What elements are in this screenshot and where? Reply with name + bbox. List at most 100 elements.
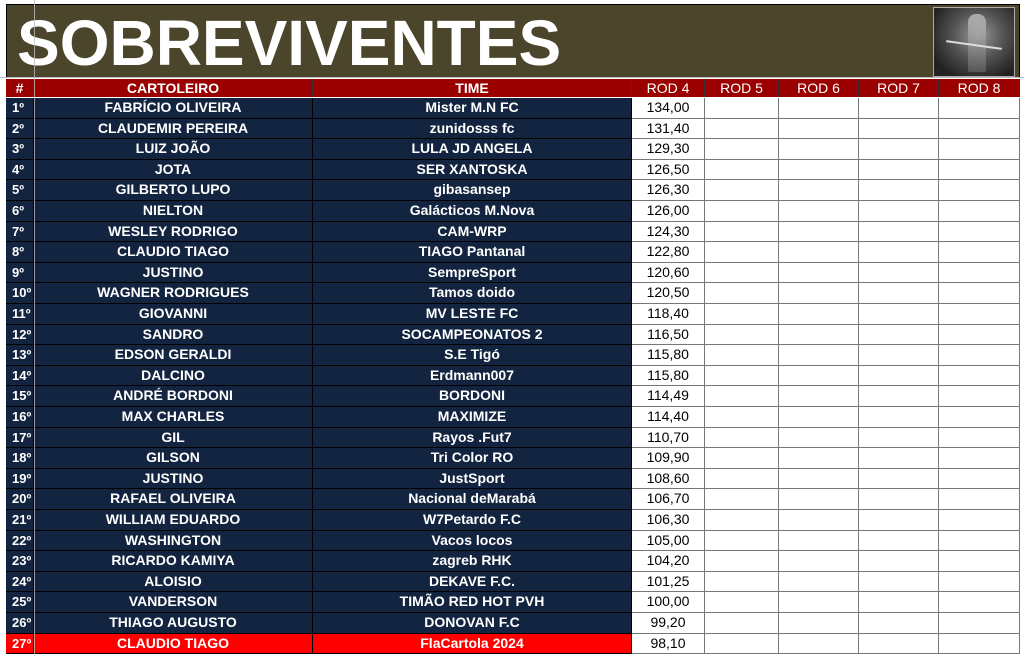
rod-7-cell[interactable]: [859, 118, 939, 140]
rod-4-cell[interactable]: 120,60: [632, 262, 705, 284]
rod-8-cell[interactable]: [939, 304, 1020, 325]
rod-5-cell[interactable]: [705, 407, 779, 428]
rod-7-cell[interactable]: [859, 592, 939, 613]
rod-7-cell[interactable]: [859, 365, 939, 387]
rod-8-cell[interactable]: [939, 98, 1020, 119]
rod-8-cell[interactable]: [939, 510, 1020, 531]
rod-4-cell[interactable]: 104,20: [632, 551, 705, 572]
rod-8-cell[interactable]: [939, 489, 1020, 510]
rod-8-cell[interactable]: [939, 345, 1020, 366]
rod-5-cell[interactable]: [705, 118, 779, 140]
rod-6-cell[interactable]: [779, 592, 859, 613]
rod-6-cell[interactable]: [779, 139, 859, 160]
rod-4-cell[interactable]: 120,50: [632, 283, 705, 304]
rod-5-cell[interactable]: [705, 468, 779, 490]
rod-7-cell[interactable]: [859, 427, 939, 449]
rod-7-cell[interactable]: [859, 551, 939, 572]
rod-7-cell[interactable]: [859, 180, 939, 201]
rod-7-cell[interactable]: [859, 159, 939, 181]
rod-6-cell[interactable]: [779, 221, 859, 243]
rod-4-cell[interactable]: 110,70: [632, 427, 705, 449]
rod-4-cell[interactable]: 114,49: [632, 386, 705, 407]
rod-8-cell[interactable]: [939, 407, 1020, 428]
rod-7-cell[interactable]: [859, 448, 939, 469]
rod-7-cell[interactable]: [859, 324, 939, 346]
rod-7-cell[interactable]: [859, 304, 939, 325]
rod-6-cell[interactable]: [779, 180, 859, 201]
rod-7-cell[interactable]: [859, 489, 939, 510]
rod-4-cell[interactable]: 131,40: [632, 118, 705, 140]
rod-5-cell[interactable]: [705, 304, 779, 325]
rod-5-cell[interactable]: [705, 242, 779, 263]
rod-7-cell[interactable]: [859, 139, 939, 160]
rod-5-cell[interactable]: [705, 592, 779, 613]
rod-8-cell[interactable]: [939, 324, 1020, 346]
rod-8-cell[interactable]: [939, 592, 1020, 613]
rod-4-cell[interactable]: 106,70: [632, 489, 705, 510]
rod-6-cell[interactable]: [779, 633, 859, 655]
rod-5-cell[interactable]: [705, 180, 779, 201]
rod-8-cell[interactable]: [939, 365, 1020, 387]
rod-5-cell[interactable]: [705, 139, 779, 160]
rod-4-cell[interactable]: 109,90: [632, 448, 705, 469]
rod-7-cell[interactable]: [859, 633, 939, 655]
rod-6-cell[interactable]: [779, 386, 859, 407]
rod-6-cell[interactable]: [779, 365, 859, 387]
rod-6-cell[interactable]: [779, 551, 859, 572]
rod-6-cell[interactable]: [779, 407, 859, 428]
rod-4-cell[interactable]: 115,80: [632, 345, 705, 366]
rod-7-cell[interactable]: [859, 98, 939, 119]
rod-5-cell[interactable]: [705, 633, 779, 655]
rod-8-cell[interactable]: [939, 139, 1020, 160]
rod-6-cell[interactable]: [779, 262, 859, 284]
rod-6-cell[interactable]: [779, 571, 859, 593]
rod-6-cell[interactable]: [779, 345, 859, 366]
rod-7-cell[interactable]: [859, 571, 939, 593]
rod-6-cell[interactable]: [779, 324, 859, 346]
rod-6-cell[interactable]: [779, 242, 859, 263]
rod-4-cell[interactable]: 108,60: [632, 468, 705, 490]
rod-4-cell[interactable]: 116,50: [632, 324, 705, 346]
rod-6-cell[interactable]: [779, 283, 859, 304]
rod-5-cell[interactable]: [705, 324, 779, 346]
rod-5-cell[interactable]: [705, 283, 779, 304]
rod-4-cell[interactable]: 101,25: [632, 571, 705, 593]
rod-5-cell[interactable]: [705, 98, 779, 119]
rod-7-cell[interactable]: [859, 262, 939, 284]
rod-4-cell[interactable]: 124,30: [632, 221, 705, 243]
rod-6-cell[interactable]: [779, 468, 859, 490]
rod-6-cell[interactable]: [779, 118, 859, 140]
rod-7-cell[interactable]: [859, 407, 939, 428]
rod-6-cell[interactable]: [779, 510, 859, 531]
rod-4-cell[interactable]: 114,40: [632, 407, 705, 428]
rod-8-cell[interactable]: [939, 448, 1020, 469]
rod-8-cell[interactable]: [939, 262, 1020, 284]
rod-8-cell[interactable]: [939, 118, 1020, 140]
rod-4-cell[interactable]: 126,00: [632, 201, 705, 222]
rod-6-cell[interactable]: [779, 530, 859, 552]
rod-6-cell[interactable]: [779, 98, 859, 119]
rod-5-cell[interactable]: [705, 201, 779, 222]
rod-5-cell[interactable]: [705, 613, 779, 634]
rod-4-cell[interactable]: 122,80: [632, 242, 705, 263]
rod-7-cell[interactable]: [859, 530, 939, 552]
rod-8-cell[interactable]: [939, 201, 1020, 222]
rod-8-cell[interactable]: [939, 283, 1020, 304]
rod-4-cell[interactable]: 99,20: [632, 613, 705, 634]
rod-5-cell[interactable]: [705, 159, 779, 181]
rod-4-cell[interactable]: 126,50: [632, 159, 705, 181]
rod-4-cell[interactable]: 115,80: [632, 365, 705, 387]
rod-5-cell[interactable]: [705, 386, 779, 407]
rod-8-cell[interactable]: [939, 159, 1020, 181]
rod-5-cell[interactable]: [705, 551, 779, 572]
rod-7-cell[interactable]: [859, 613, 939, 634]
rod-4-cell[interactable]: 126,30: [632, 180, 705, 201]
rod-8-cell[interactable]: [939, 386, 1020, 407]
rod-5-cell[interactable]: [705, 427, 779, 449]
rod-4-cell[interactable]: 106,30: [632, 510, 705, 531]
rod-6-cell[interactable]: [779, 489, 859, 510]
rod-7-cell[interactable]: [859, 386, 939, 407]
rod-5-cell[interactable]: [705, 571, 779, 593]
rod-7-cell[interactable]: [859, 345, 939, 366]
rod-7-cell[interactable]: [859, 221, 939, 243]
